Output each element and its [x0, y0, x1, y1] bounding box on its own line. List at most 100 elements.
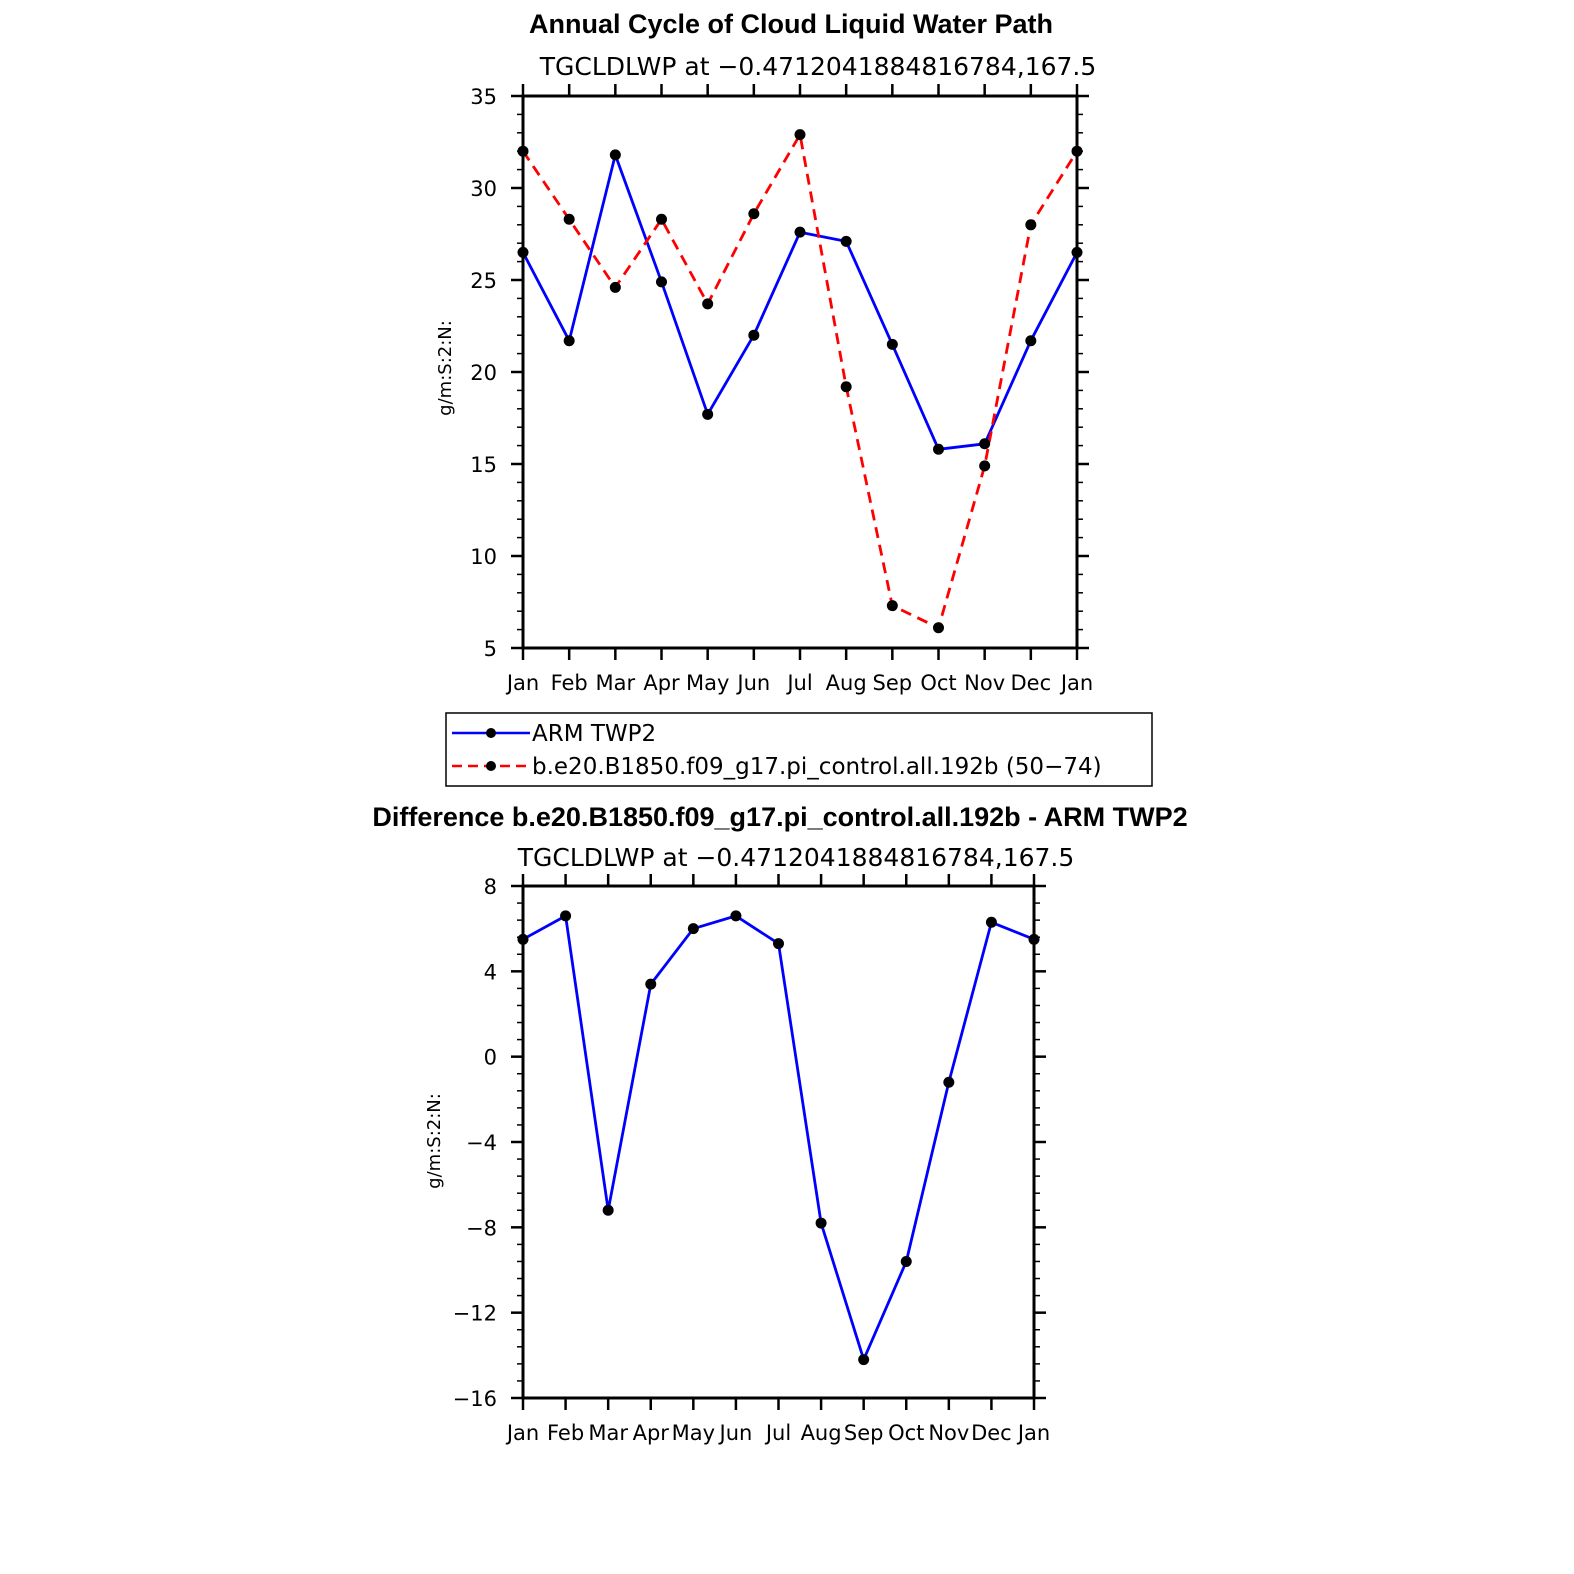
x-tick-label: Feb [551, 671, 588, 695]
data-point [645, 978, 657, 990]
x-tick-label: Jul [785, 671, 812, 695]
tick-labels: Jan Feb Mar Apr May Jun Jul Aug Sep Oct Nov Dec Jan−… [453, 875, 1051, 1445]
x-tick-label: May [672, 1421, 715, 1445]
x-tick-label: Jun [735, 671, 770, 695]
series-markers [517, 910, 1040, 1366]
series-markers [517, 129, 1083, 634]
y-axis-label: g/m:S:2:N: [424, 1093, 445, 1189]
plot-frame [521, 94, 1079, 650]
plot-frame [521, 884, 1036, 1400]
data-point [563, 213, 575, 225]
data-point [886, 600, 898, 612]
data-point [656, 276, 667, 288]
x-tick-label: Sep [844, 1421, 884, 1445]
data-point [794, 129, 806, 141]
data-point [979, 460, 991, 472]
y-tick-label: 35 [470, 85, 497, 109]
y-axis-label: g/m:S:2:N: [435, 320, 456, 416]
y-tick-label: −12 [453, 1302, 497, 1326]
data-point [840, 381, 852, 393]
chart-title: Annual Cycle of Cloud Liquid Water Path [529, 9, 1053, 39]
data-point [1025, 219, 1037, 231]
data-point [773, 938, 784, 950]
series-line-1 [521, 153, 1079, 451]
x-tick-label: Feb [547, 1421, 584, 1445]
data-point [602, 1204, 614, 1216]
x-tick-label: Apr [643, 671, 680, 695]
y-tick-label: 8 [484, 875, 497, 899]
legend: ARM TWP2 b.e20.B1850.f09_g17.pi_control.… [445, 712, 1153, 787]
x-tick-label: Dec [1011, 671, 1052, 695]
x-tick-label: Jan [505, 1421, 539, 1445]
x-tick-label: Jun [718, 1421, 753, 1445]
data-point [886, 338, 898, 350]
x-tick-label: Jan [1016, 1421, 1050, 1445]
data-point [858, 1354, 870, 1366]
data-point [748, 208, 760, 220]
data-point [943, 1076, 955, 1088]
chart-title: Difference b.e20.B1850.f09_g17.pi_contro… [372, 802, 1187, 832]
data-point [609, 149, 621, 161]
y-tick-label: 15 [470, 453, 497, 477]
x-tick-label: May [686, 671, 729, 695]
x-tick-label: Aug [801, 1421, 842, 1445]
data-point [933, 443, 944, 455]
x-tick-label: Mar [596, 671, 636, 695]
x-tick-label: Nov [928, 1421, 969, 1445]
y-tick-label: 5 [484, 637, 497, 661]
data-point [1025, 335, 1037, 347]
data-point [979, 438, 991, 450]
axis-ticks [511, 84, 1089, 660]
x-tick-label: Nov [964, 671, 1005, 695]
legend-marker [486, 761, 496, 771]
data-point [702, 408, 714, 420]
y-tick-label: 4 [484, 960, 497, 984]
panel-difference: Difference b.e20.B1850.f09_g17.pi_contro… [372, 802, 1187, 1445]
data-point [900, 1255, 912, 1267]
data-point [730, 910, 742, 922]
y-tick-label: 10 [470, 545, 497, 569]
data-point [609, 281, 621, 293]
data-point [563, 335, 575, 347]
x-tick-label: Jul [764, 1421, 791, 1445]
legend-label-arm: ARM TWP2 [532, 721, 656, 747]
chart-subtitle: TGCLDLWP at −0.4712041884816784,167.5 [517, 843, 1075, 872]
legend-entry-arm: ARM TWP2 [452, 721, 656, 747]
legend-entry-model: b.e20.B1850.f09_g17.pi_control.all.192b … [452, 754, 1102, 780]
legend-label-model: b.e20.B1850.f09_g17.pi_control.all.192b … [532, 754, 1102, 780]
tick-labels: Jan Feb Mar Apr May Jun Jul Aug Sep Oct Nov Dec Jan 5… [470, 85, 1093, 695]
x-tick-label: Sep [873, 671, 913, 695]
series-line-1 [522, 914, 1035, 1361]
axis-ticks [511, 874, 1046, 1410]
data-point [560, 910, 572, 922]
legend-box [445, 712, 1153, 787]
x-tick-label: Dec [971, 1421, 1012, 1445]
data-point [702, 298, 714, 310]
legend-marker [486, 728, 496, 738]
data-point [794, 226, 806, 238]
y-tick-label: −8 [466, 1216, 497, 1240]
x-tick-label: Oct [920, 671, 956, 695]
y-tick-label: 0 [484, 1046, 497, 1070]
series-lines [522, 914, 1035, 1361]
y-tick-label: −16 [453, 1387, 497, 1411]
panel-annual-cycle: Annual Cycle of Cloud Liquid Water Path … [435, 9, 1096, 695]
data-point [985, 916, 997, 928]
y-tick-label: 25 [470, 269, 497, 293]
x-tick-label: Apr [633, 1421, 670, 1445]
data-point [815, 1217, 827, 1229]
x-tick-label: Jan [505, 671, 539, 695]
y-tick-label: 20 [470, 361, 497, 385]
chart-subtitle: TGCLDLWP at −0.4712041884816784,167.5 [539, 52, 1097, 81]
x-tick-label: Mar [588, 1421, 628, 1445]
y-tick-label: −4 [466, 1131, 497, 1155]
data-point [840, 235, 852, 247]
series-lines [521, 133, 1079, 630]
y-tick-label: 30 [470, 177, 497, 201]
data-point [656, 213, 667, 225]
series-line-2 [521, 133, 1079, 630]
data-point [748, 329, 760, 341]
x-tick-label: Jan [1059, 671, 1093, 695]
x-tick-label: Oct [888, 1421, 924, 1445]
